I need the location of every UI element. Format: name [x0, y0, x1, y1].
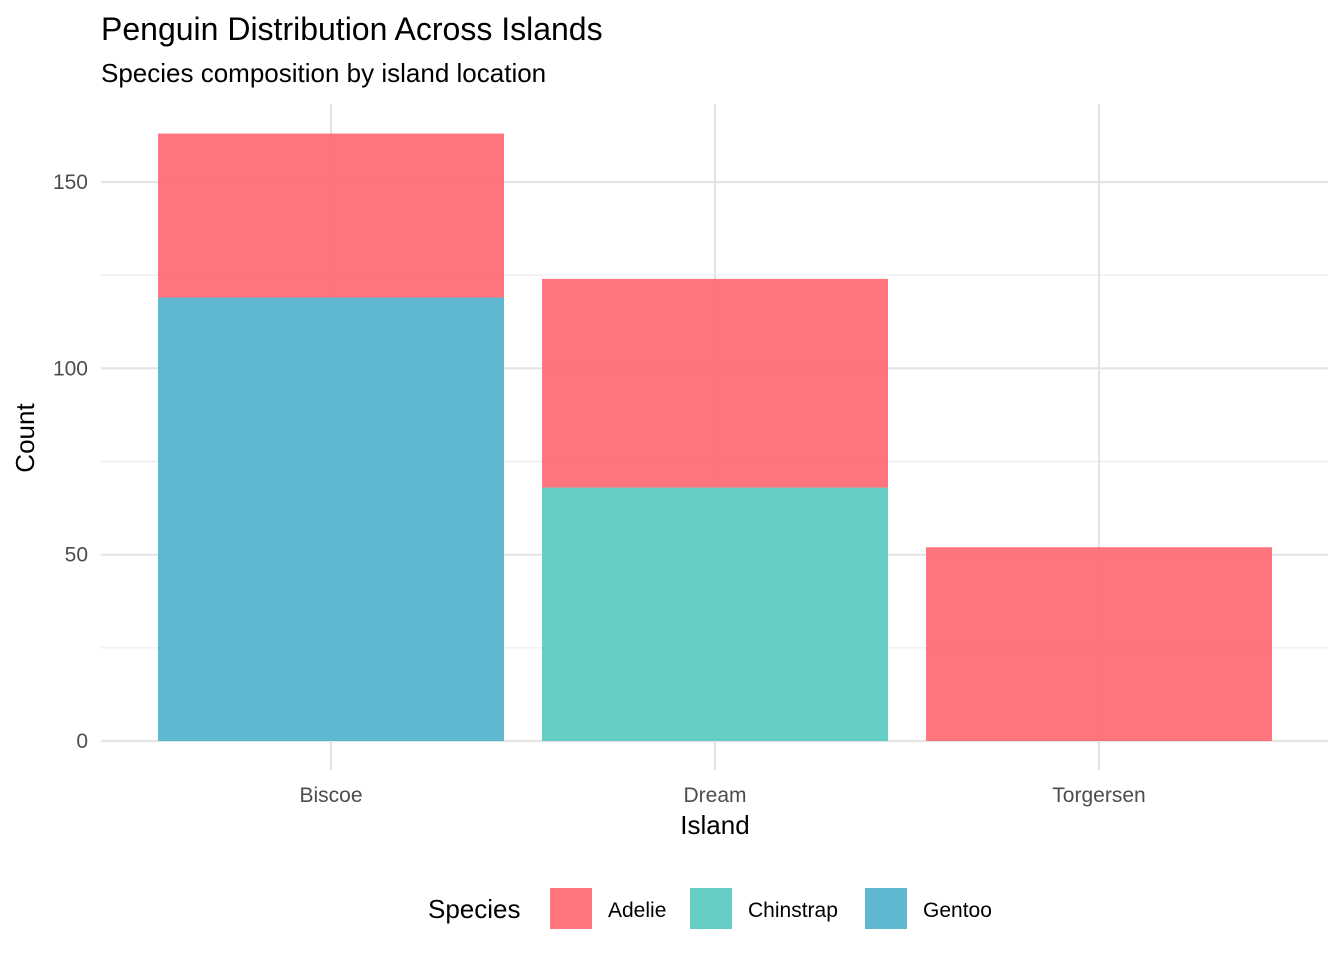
y-axis-title: Count [10, 403, 40, 473]
x-tick-label: Torgersen [1052, 784, 1145, 807]
x-tick-label: Biscoe [299, 784, 362, 807]
legend-label-adelie: Adelie [608, 899, 666, 922]
legend-label-chinstrap: Chinstrap [748, 899, 838, 922]
bar-gentoo-biscoe [158, 297, 504, 741]
legend-key-chinstrap [690, 888, 732, 929]
y-tick-label: 100 [53, 357, 88, 380]
x-tick-label: Dream [683, 784, 746, 807]
chart-title: Penguin Distribution Across Islands [101, 11, 603, 47]
bar-chinstrap-dream [542, 487, 888, 741]
bar-adelie-torgersen [926, 547, 1272, 741]
chart-subtitle: Species composition by island location [101, 58, 547, 88]
y-tick-label: 50 [65, 544, 88, 567]
bars [158, 133, 1272, 741]
bar-adelie-biscoe [158, 133, 504, 298]
bar-adelie-dream [542, 278, 888, 488]
legend-label-gentoo: Gentoo [923, 899, 992, 922]
axis-labels: 0 50 100 150 Biscoe Dream Torgersen [53, 171, 1146, 807]
y-tick-label: 0 [76, 730, 88, 753]
legend-title: Species [428, 894, 521, 924]
legend-key-adelie [550, 888, 592, 929]
legend-key-gentoo [865, 888, 907, 929]
x-axis-title: Island [680, 810, 749, 840]
y-tick-label: 150 [53, 171, 88, 194]
legend: Species Adelie Chinstrap Gentoo [428, 888, 992, 929]
